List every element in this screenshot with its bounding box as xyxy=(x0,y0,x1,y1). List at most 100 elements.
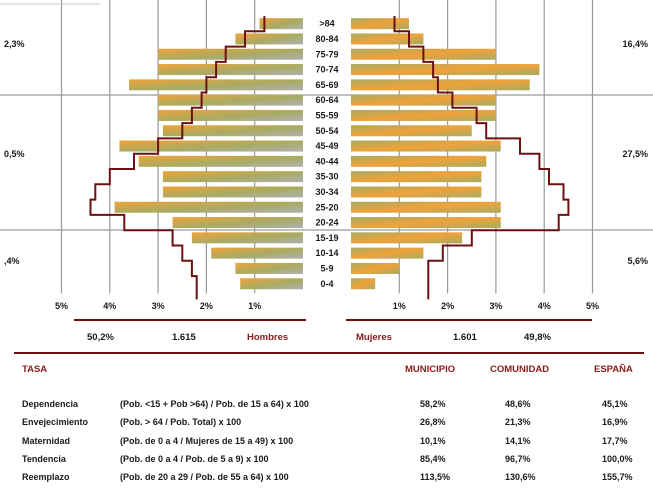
age-group-label: 70-74 xyxy=(315,65,338,75)
bar-mujeres xyxy=(351,278,376,290)
mujeres-label: Mujeres xyxy=(356,332,392,343)
row-comunidad-value: 14,1% xyxy=(505,435,531,446)
bar-hombres xyxy=(240,278,303,290)
row-municipio-value: 10,1% xyxy=(420,435,446,446)
side-percent-label-right: 5,6% xyxy=(627,256,648,266)
bar-mujeres xyxy=(351,186,482,198)
age-group-label: 40-44 xyxy=(315,156,338,166)
age-group-label: 20-24 xyxy=(315,218,338,228)
bar-mujeres xyxy=(351,247,424,259)
row-espana-value: 100,0% xyxy=(602,453,633,464)
bar-hombres xyxy=(191,232,303,244)
bar-mujeres xyxy=(351,18,409,30)
row-tasa-name: Dependencia xyxy=(22,399,79,409)
bar-hombres xyxy=(259,18,303,30)
table-row: Dependencia (Pob. <15 + Pob >64) / Pob. d… xyxy=(0,399,653,417)
bar-mujeres xyxy=(351,33,424,45)
age-group-label: 30-34 xyxy=(315,187,338,197)
side-percent-label-right: 27,5% xyxy=(622,149,648,159)
x-tick-label: 5% xyxy=(586,301,599,311)
row-comunidad-value: 21,3% xyxy=(505,417,531,428)
mujeres-percent: 49,8% xyxy=(524,332,551,343)
bar-mujeres xyxy=(351,79,530,91)
age-group-label: 50-54 xyxy=(315,126,338,136)
bar-mujeres xyxy=(351,217,501,229)
hombres-summary-rule xyxy=(74,319,306,321)
bar-hombres xyxy=(158,109,303,121)
row-tasa-name: Maternidad xyxy=(22,435,71,446)
bar-hombres xyxy=(129,79,303,91)
bar-hombres xyxy=(158,64,303,76)
age-group-label: 60-64 xyxy=(315,95,338,105)
row-comunidad-value: 96,7% xyxy=(505,453,531,464)
bar-mujeres xyxy=(351,262,400,274)
bar-mujeres xyxy=(351,201,501,213)
header-comunidad: COMUNIDAD xyxy=(490,364,550,375)
bar-mujeres xyxy=(351,171,482,183)
age-group-label: 10-14 xyxy=(315,248,338,258)
row-formula: (Pob. de 0 a 4 / Mujeres de 15 a 49) x 1… xyxy=(120,435,294,446)
row-espana-value: 17,7% xyxy=(602,435,628,446)
bar-hombres xyxy=(211,247,303,259)
bar-hombres xyxy=(119,140,304,152)
hombres-label: Hombres xyxy=(247,332,289,343)
x-tick-label: 1% xyxy=(248,301,261,311)
table-row: Maternidad (Pob. de 0 a 4 / Mujeres de 15… xyxy=(0,436,653,454)
side-percent-label-left: ,4% xyxy=(4,256,20,266)
row-tasa-name: Envejecimiento xyxy=(22,417,89,428)
bar-hombres xyxy=(114,201,303,213)
x-tick-label: 4% xyxy=(103,301,116,311)
row-espana-value: 155,7% xyxy=(602,472,633,483)
row-formula: (Pob. de 0 a 4 / Pob. de 5 a 9) x 100 xyxy=(120,453,269,464)
x-tick-label: 2% xyxy=(200,301,213,311)
header-municipio: MUNICIPIO xyxy=(405,364,456,375)
table-row: Envejecimiento (Pob. > 64 / Pob. Total) x… xyxy=(0,417,653,435)
row-formula: (Pob. > 64 / Pob. Total) x 100 xyxy=(120,417,242,428)
row-formula: (Pob. de 20 a 29 / Pob. de 55 a 64) x 10… xyxy=(120,472,289,483)
x-tick-label: 1% xyxy=(393,301,406,311)
x-tick-label: 3% xyxy=(152,301,165,311)
age-group-label: >84 xyxy=(319,19,334,29)
header-espana: ESPAÑA xyxy=(594,364,633,375)
x-tick-label: 4% xyxy=(538,301,551,311)
row-tasa-name: Reemplazo xyxy=(22,472,70,483)
bar-mujeres xyxy=(351,155,487,167)
age-group-label: 75-79 xyxy=(315,49,338,59)
age-group-label: 55-59 xyxy=(315,110,338,120)
mujeres-summary-rule xyxy=(346,319,592,321)
bar-mujeres xyxy=(351,109,496,121)
hombres-percent: 50,2% xyxy=(87,332,114,343)
age-group-label: 25-20 xyxy=(315,202,338,212)
bar-mujeres xyxy=(351,140,501,152)
age-group-label: 35-30 xyxy=(315,172,338,182)
bar-hombres xyxy=(235,33,303,45)
table-row: Reemplazo (Pob. de 20 a 29 / Pob. de 55 a… xyxy=(0,472,653,490)
hombres-count: 1.615 xyxy=(172,332,196,343)
bar-hombres xyxy=(138,155,303,167)
bar-hombres xyxy=(235,262,303,274)
bar-hombres xyxy=(162,125,303,137)
row-comunidad-value: 130,6% xyxy=(505,472,536,483)
age-group-label: 5-9 xyxy=(320,263,333,273)
age-group-label: 15-19 xyxy=(315,233,338,243)
side-percent-label-left: 2,3% xyxy=(4,39,25,49)
x-tick-label: 5% xyxy=(55,301,68,311)
table-row: Tendencia (Pob. de 0 a 4 / Pob. de 5 a 9)… xyxy=(0,454,653,472)
side-percent-label-left: 0,5% xyxy=(4,149,25,159)
x-tick-label: 3% xyxy=(489,301,502,311)
bar-hombres xyxy=(162,186,303,198)
bar-mujeres xyxy=(351,64,540,76)
bar-hombres xyxy=(172,217,303,229)
mujeres-count: 1.601 xyxy=(453,332,477,343)
row-municipio-value: 113,5% xyxy=(420,472,451,483)
row-tasa-name: Tendencia xyxy=(22,453,66,464)
outline-mujeres xyxy=(393,16,570,300)
side-percent-label-right: 16,4% xyxy=(622,39,648,49)
table-top-rule xyxy=(14,352,644,354)
outline-hombres xyxy=(89,16,266,300)
bar-mujeres xyxy=(351,232,463,244)
age-group-label: 80-84 xyxy=(315,34,338,44)
x-tick-label: 2% xyxy=(441,301,454,311)
bar-hombres xyxy=(158,48,303,60)
age-group-label: 65-69 xyxy=(315,80,338,90)
